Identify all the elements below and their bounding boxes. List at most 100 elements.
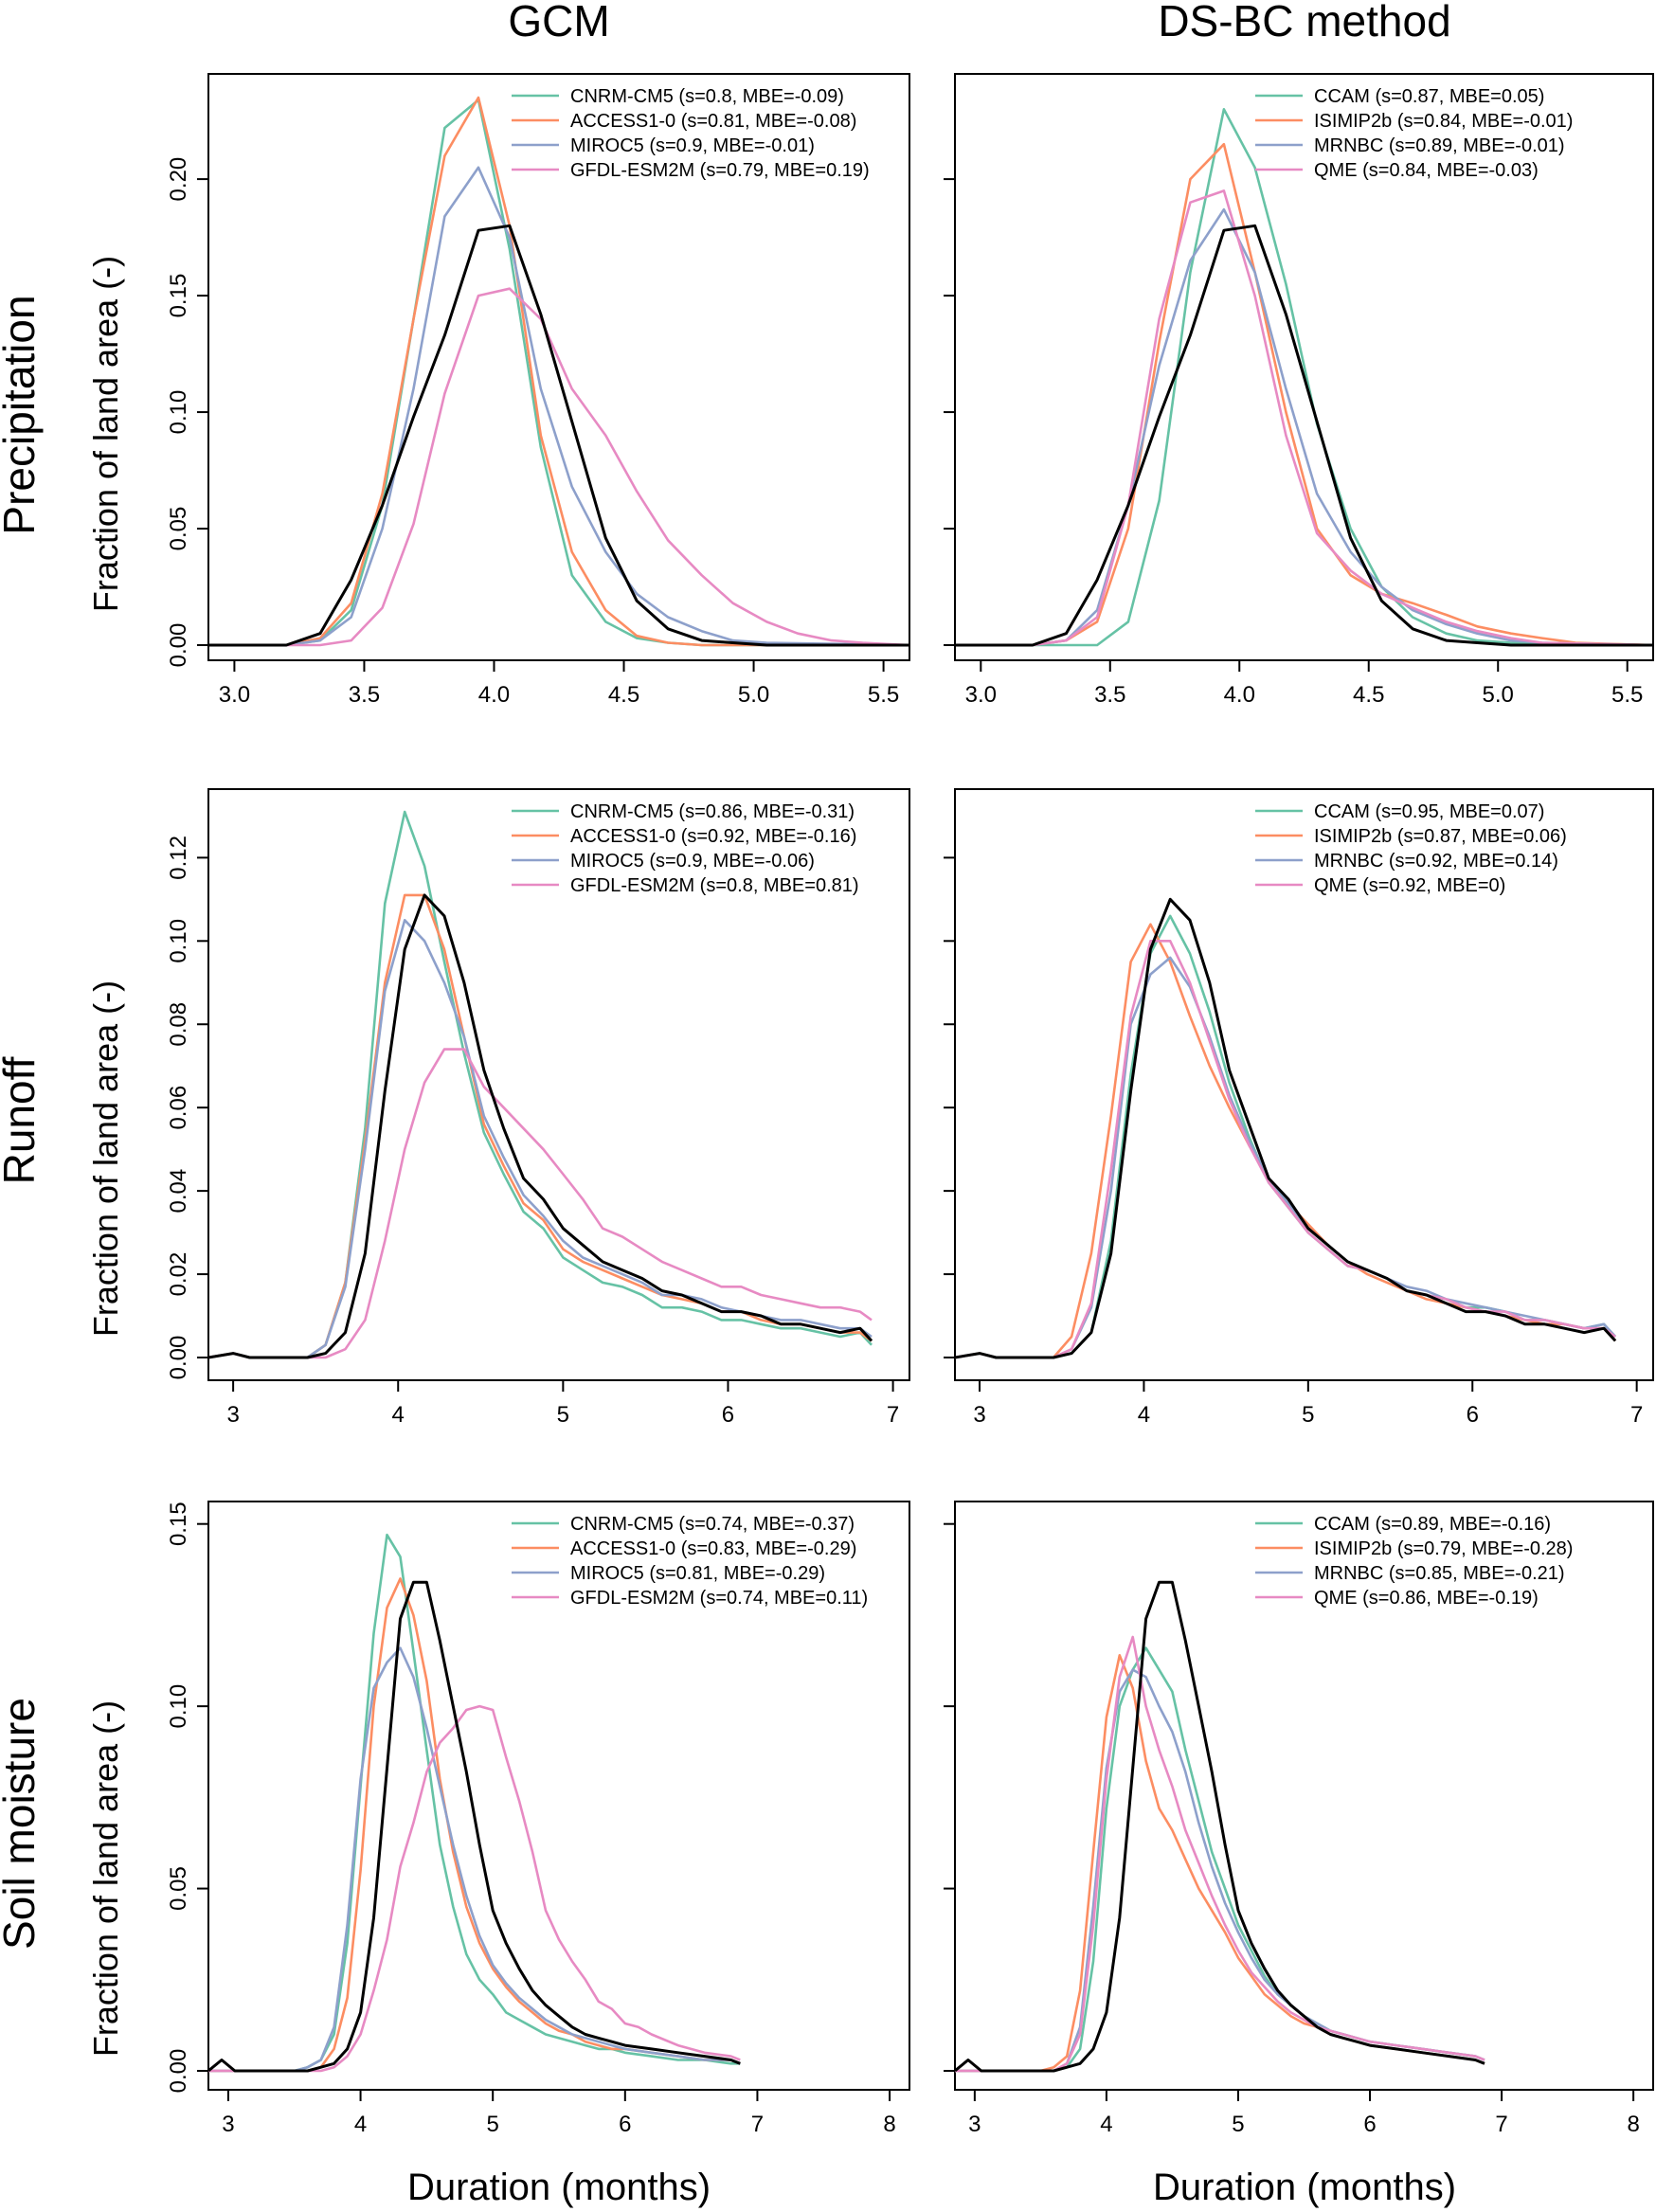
plot-frame: [954, 788, 1654, 1381]
series-line-mrnbc: [955, 207, 1653, 647]
y-tick-label: 0.00: [166, 623, 191, 668]
column-title-dsbc: DS-BC method: [1158, 0, 1450, 45]
x-tick-label: 4: [1100, 2112, 1112, 2137]
x-tick-label: 8: [883, 2112, 895, 2137]
y-tick-label: 0.05: [166, 1866, 191, 1911]
legend: CNRM-CM5 (s=0.74, MBE=-0.37) ACCESS1-0 (s…: [512, 1514, 868, 1609]
series-group: [955, 108, 1653, 647]
x-tick-label: 5: [1302, 1402, 1314, 1428]
series-line-reference: [208, 893, 873, 1359]
y-tick-label: 0.08: [166, 1002, 191, 1047]
panel-runoff-gcm: 3 4 5 6 7 0.00 0.02 0.04 0.06 0.08 0.10 0.12 CNRM-CM…: [166, 788, 910, 1428]
x-tick-label: 3.5: [349, 682, 380, 708]
panel-precip-gcm: 3.0 3.5 4.0 4.5 5.0 5.5 0.00 0.05 0.10 0.15 0.20 CN…: [166, 73, 910, 708]
x-tick-label: 4.0: [1224, 682, 1255, 708]
series-line-isimip2b: [955, 1654, 1485, 2073]
x-tick-label: 5: [557, 1402, 569, 1428]
legend-entry: GFDL-ESM2M (s=0.74, MBE=0.11): [570, 1588, 868, 1609]
legend-entry: QME (s=0.84, MBE=-0.03): [1314, 160, 1539, 181]
series-line-reference: [955, 1580, 1485, 2073]
series-group: [955, 1580, 1485, 2073]
x-tick-label: 5.0: [738, 682, 769, 708]
series-line-qme: [955, 189, 1653, 647]
x-axis-label-gcm: Duration (months): [407, 2167, 711, 2208]
legend-entry: CCAM (s=0.89, MBE=-0.16): [1314, 1514, 1551, 1535]
legend-entry: MIROC5 (s=0.81, MBE=-0.29): [570, 1563, 825, 1584]
x-tick-label: 6: [619, 2112, 631, 2137]
series-line-reference: [955, 224, 1653, 647]
y-tick-label: 0.00: [166, 2049, 191, 2094]
y-tick-label: 0.10: [166, 919, 191, 963]
legend-entry: CNRM-CM5 (s=0.74, MBE=-0.37): [570, 1514, 855, 1535]
x-tick-label: 7: [1495, 2112, 1507, 2137]
x-tick-label: 7: [1630, 1402, 1643, 1428]
legend: CNRM-CM5 (s=0.8, MBE=-0.09) ACCESS1-0 (s=…: [512, 86, 870, 181]
series-group: [208, 96, 909, 647]
series-line-ccam: [955, 914, 1617, 1359]
x-tick-label: 5: [1232, 2112, 1244, 2137]
plot-frame: [954, 1501, 1654, 2091]
y-tick-label: 0.00: [166, 1336, 191, 1380]
y-tick-label: 0.10: [166, 1684, 191, 1729]
series-line-access1-0: [208, 893, 873, 1359]
x-tick-label: 4: [1138, 1402, 1150, 1428]
x-tick-label: 3: [222, 2112, 234, 2137]
series-line-ccam: [955, 1646, 1485, 2073]
legend-entry: QME (s=0.92, MBE=0): [1314, 875, 1505, 896]
y-tick-label: 0.02: [166, 1252, 191, 1297]
y-tick-label: 0.06: [166, 1086, 191, 1130]
series-line-cnrm-cm5: [208, 1533, 741, 2073]
legend-entry: MRNBC (s=0.85, MBE=-0.21): [1314, 1563, 1565, 1584]
x-tick-label: 8: [1627, 2112, 1639, 2137]
x-tick-label: 4.5: [1353, 682, 1384, 708]
legend: CNRM-CM5 (s=0.86, MBE=-0.31) ACCESS1-0 (s…: [512, 801, 859, 896]
legend: CCAM (s=0.89, MBE=-0.16) ISIMIP2b (s=0.79…: [1255, 1514, 1573, 1609]
series-line-access1-0: [208, 1577, 741, 2073]
panel-soil-gcm: 3 4 5 6 7 8 0.00 0.05 0.10 0.15 CNRM-CM5 (s=0.74, …: [166, 1501, 910, 2137]
legend-entry: MIROC5 (s=0.9, MBE=-0.06): [570, 851, 815, 872]
series-group: [208, 1533, 741, 2073]
x-tick-label: 3.5: [1094, 682, 1125, 708]
series-line-miroc5: [208, 918, 873, 1359]
legend-entry: CNRM-CM5 (s=0.8, MBE=-0.09): [570, 86, 844, 107]
x-tick-label: 6: [1363, 2112, 1376, 2137]
legend-entry: ACCESS1-0 (s=0.92, MBE=-0.16): [570, 826, 856, 847]
legend-entry: GFDL-ESM2M (s=0.8, MBE=0.81): [570, 875, 859, 896]
x-tick-label: 3: [968, 2112, 981, 2137]
x-tick-label: 3.0: [965, 682, 997, 708]
series-line-ccam: [955, 108, 1653, 647]
x-tick-label: 4.5: [608, 682, 639, 708]
panel-precip-dsbc: 3.0 3.5 4.0 4.5 5.0 5.5 CCAM (s=0.87, MBE=0.05…: [944, 73, 1654, 708]
legend-entry: ACCESS1-0 (s=0.83, MBE=-0.29): [570, 1538, 856, 1559]
x-axis-label-dsbc: Duration (months): [1153, 2167, 1456, 2208]
plot-frame: [207, 788, 910, 1381]
series-line-gfdl-esm2m: [208, 287, 909, 647]
x-tick-label: 6: [1467, 1402, 1479, 1428]
series-line-isimip2b: [955, 923, 1617, 1359]
series-line-mrnbc: [955, 956, 1617, 1359]
x-tick-label: 6: [722, 1402, 734, 1428]
x-tick-label: 4: [392, 1402, 405, 1428]
panels: 3.0 3.5 4.0 4.5 5.0 5.5 0.00 0.05 0.10 0.15 0.20 CN…: [166, 73, 1654, 2137]
series-group: [208, 810, 873, 1359]
x-tick-label: 5.0: [1483, 682, 1514, 708]
series-line-gfdl-esm2m: [208, 1704, 741, 2073]
series-line-reference: [208, 224, 909, 647]
y-tick-label: 0.05: [166, 507, 191, 551]
y-tick-label: 0.15: [166, 274, 191, 318]
legend-entry: MRNBC (s=0.92, MBE=0.14): [1314, 851, 1558, 872]
y-tick-label: 0.10: [166, 390, 191, 435]
x-tick-label: 4: [354, 2112, 367, 2137]
series-group: [955, 897, 1617, 1359]
legend-entry: ISIMIP2b (s=0.84, MBE=-0.01): [1314, 111, 1573, 132]
x-tick-label: 7: [887, 1402, 899, 1428]
x-tick-label: 3: [226, 1402, 239, 1428]
legend-entry: MRNBC (s=0.89, MBE=-0.01): [1314, 135, 1565, 156]
x-tick-label: 3: [973, 1402, 985, 1428]
x-tick-label: 5.5: [868, 682, 899, 708]
row-title-runoff: Runoff: [0, 1056, 44, 1184]
legend-entry: CCAM (s=0.87, MBE=0.05): [1314, 86, 1544, 107]
column-title-gcm: GCM: [508, 0, 609, 45]
legend: CCAM (s=0.87, MBE=0.05) ISIMIP2b (s=0.84,…: [1255, 86, 1573, 181]
